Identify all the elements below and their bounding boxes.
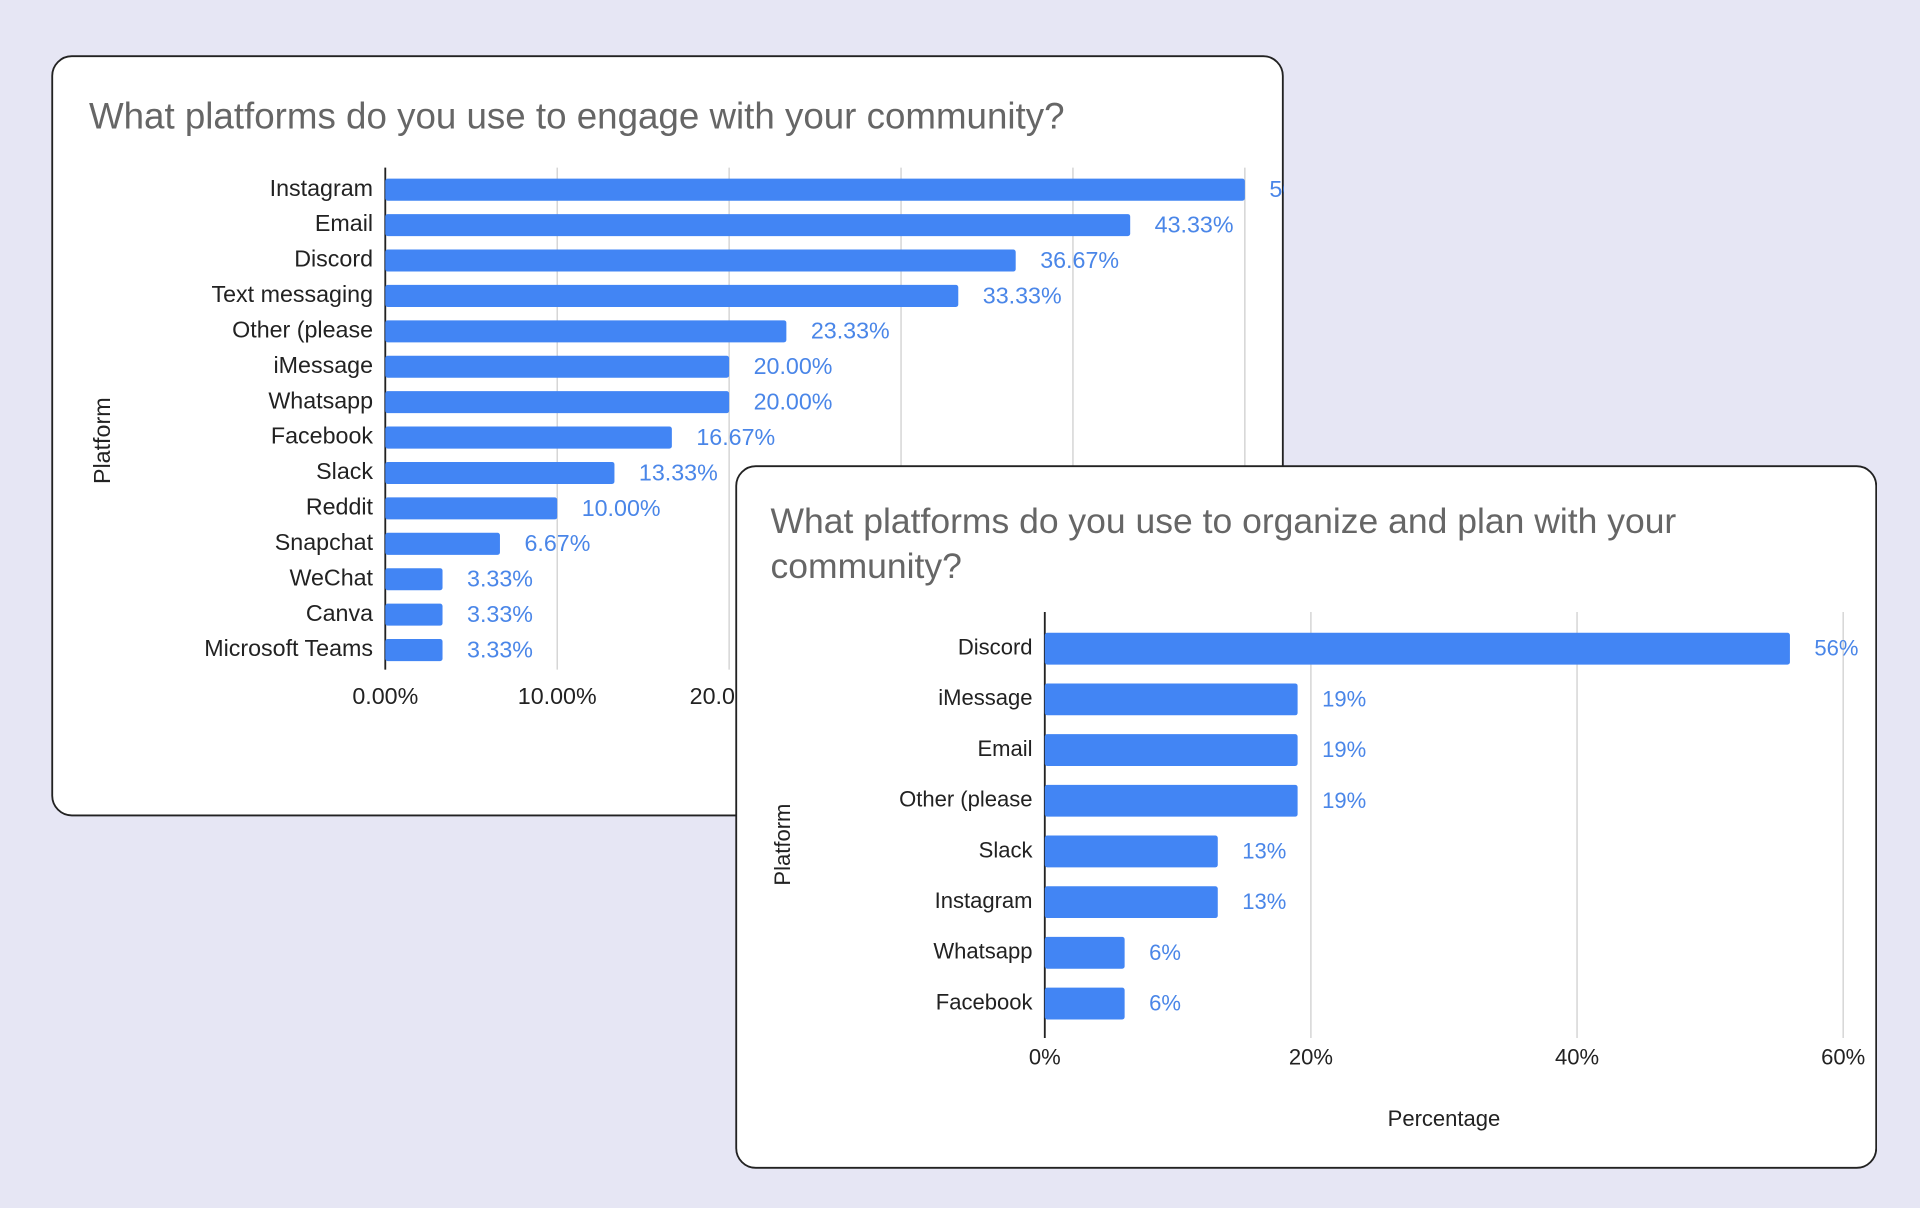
data-label: 20.00%	[754, 389, 833, 415]
title-line: What platforms do you use to organize an…	[770, 501, 1676, 541]
chart-title: What platforms do you use to engage with…	[89, 95, 1065, 136]
bar	[385, 355, 730, 378]
bar	[1044, 987, 1125, 1020]
bar	[1044, 886, 1218, 919]
data-label: 19%	[1322, 788, 1366, 813]
x-tick-label: 40%	[1555, 1045, 1599, 1070]
y-axis-title: Platform	[769, 804, 794, 886]
y-tick-label: Canva	[306, 600, 373, 626]
bar	[385, 603, 443, 626]
data-label: 36.67%	[1041, 247, 1120, 273]
bar	[1044, 734, 1298, 767]
y-tick-label: Other (please	[233, 317, 374, 343]
y-tick-label: iMessage	[274, 352, 374, 378]
y-tick-label: Whatsapp	[269, 387, 374, 413]
data-label: 3.33%	[467, 601, 533, 627]
data-label: 13.33%	[639, 459, 718, 485]
data-label: 3.33%	[467, 566, 533, 592]
bar	[385, 426, 673, 449]
bar	[385, 320, 787, 343]
y-tick-label: Instagram	[934, 888, 1032, 913]
y-tick-label: Slack	[317, 458, 374, 484]
x-tick-label: 0.00%	[353, 683, 419, 709]
data-label: 23.33%	[811, 318, 890, 344]
data-label: 20.00%	[754, 353, 833, 379]
bar	[385, 462, 615, 485]
bar	[385, 249, 1017, 272]
bar	[385, 285, 959, 308]
bar	[1044, 633, 1790, 665]
y-tick-label: Text messaging	[212, 281, 374, 307]
bar	[1044, 683, 1298, 716]
data-label: 6%	[1149, 940, 1181, 965]
y-tick-label: Microsoft Teams	[205, 635, 374, 661]
y-axis-title: Platform	[89, 398, 115, 485]
bar	[1044, 785, 1298, 817]
data-label: 6%	[1149, 991, 1181, 1016]
data-label: 13%	[1242, 839, 1286, 864]
y-tick-label: Other (please	[899, 787, 1032, 812]
x-tick-label: 60%	[1821, 1045, 1865, 1070]
data-label: 19%	[1322, 737, 1366, 762]
data-label: 6.67%	[525, 530, 591, 556]
y-tick-label: Discord	[295, 246, 374, 272]
bar	[1044, 937, 1125, 970]
bar	[385, 391, 730, 414]
y-tick-label: Facebook	[935, 990, 1033, 1015]
y-tick-label: Snapchat	[275, 529, 374, 555]
bar	[385, 214, 1131, 237]
data-label: 16.67%	[697, 424, 776, 450]
data-label: 33.33%	[983, 282, 1062, 308]
y-tick-label: Instagram	[270, 175, 373, 201]
data-label: 56%	[1814, 636, 1858, 661]
x-tick-label: 20%	[1289, 1045, 1333, 1070]
title-line: community?	[770, 547, 961, 587]
data-label: 3.33%	[467, 637, 533, 663]
y-tick-label: Whatsapp	[933, 939, 1032, 964]
data-label: 10.00%	[582, 495, 661, 521]
bar	[385, 639, 443, 662]
chart-title: What platforms do you use to organize an…	[770, 501, 1676, 586]
y-tick-label: Email	[977, 736, 1032, 761]
data-label: 43.33%	[1155, 212, 1234, 238]
chart-card: What platforms do you use to organize an…	[734, 465, 1877, 1170]
x-tick-label: 0%	[1029, 1045, 1061, 1070]
y-tick-label: Facebook	[271, 423, 373, 449]
y-tick-label: Slack	[978, 838, 1033, 863]
bar	[385, 568, 443, 591]
y-tick-label: iMessage	[938, 685, 1032, 710]
y-tick-label: Reddit	[306, 494, 374, 520]
y-tick-label: WeChat	[290, 564, 374, 590]
x-axis-title: Percentage	[1387, 1106, 1500, 1131]
data-label: 19%	[1322, 687, 1366, 712]
data-label: 50.00%	[1270, 176, 1285, 202]
data-label: 13%	[1242, 889, 1286, 914]
y-tick-label: Email	[315, 210, 373, 236]
bar	[1044, 835, 1218, 868]
x-tick-label: 10.00%	[518, 683, 597, 709]
y-tick-label: Discord	[958, 635, 1033, 660]
bar	[385, 178, 1246, 201]
bar	[385, 532, 501, 555]
title-line: What platforms do you use to engage with…	[89, 95, 1065, 136]
bar	[385, 497, 558, 520]
